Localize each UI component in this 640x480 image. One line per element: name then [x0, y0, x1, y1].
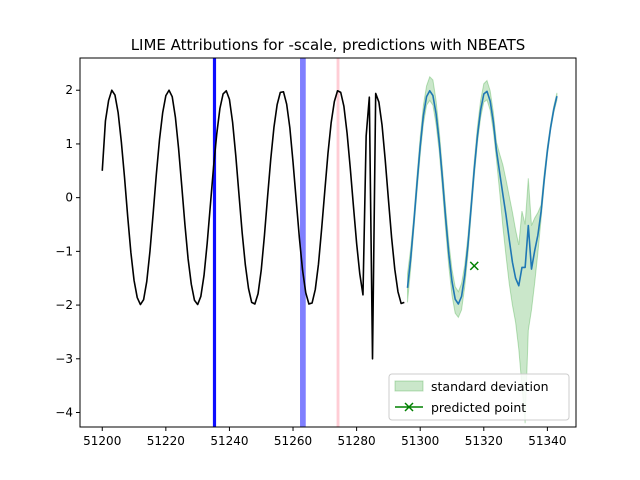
y-tick-label: −1: [55, 244, 73, 258]
predicted-point-group: [469, 261, 479, 271]
attribution-band-1: [300, 58, 306, 427]
x-axis: 51200 51220 51240 51260 51280 51300 51320 51340: [83, 427, 566, 448]
x-tick-label: 51220: [147, 434, 185, 448]
legend-box: [388, 373, 570, 421]
legend-std-swatch: [394, 380, 424, 392]
std-area-group: [406, 75, 558, 424]
x-tick-label: 51340: [528, 434, 566, 448]
attribution-bands: [212, 58, 340, 427]
history-line: [101, 89, 405, 360]
y-tick-label: 2: [65, 83, 73, 97]
std-deviation-area: [406, 75, 558, 424]
x-tick-label: 51300: [401, 434, 439, 448]
axes-frame: [79, 57, 577, 428]
x-tick-label: 51200: [83, 434, 121, 448]
x-tick-label: 51240: [210, 434, 248, 448]
y-tick-label: −3: [55, 352, 73, 366]
attribution-band-2: [336, 58, 340, 427]
y-tick-label: −2: [55, 298, 73, 312]
attribution-band-0: [212, 58, 217, 427]
x-tick-label: 51260: [274, 434, 312, 448]
x-tick-label: 51280: [338, 434, 376, 448]
chart-title: LIME Attributions for -scale, prediction…: [131, 36, 526, 54]
predicted-point-marker: [469, 261, 479, 271]
y-tick-label: −4: [55, 405, 73, 419]
x-tick-label: 51320: [465, 434, 503, 448]
legend-std-label: standard deviation: [431, 379, 549, 394]
y-axis: 2 1 0 −1 −2 −3 −4: [55, 83, 80, 419]
predicted-point-stroke-b: [469, 261, 479, 271]
series-lines: [101, 89, 558, 360]
legend-point-marker: [404, 402, 414, 412]
legend-point-label: predicted point: [431, 400, 526, 415]
y-tick-label: 1: [65, 137, 73, 151]
legend: standard deviation predicted point: [388, 373, 570, 421]
y-tick-label: 0: [65, 191, 73, 205]
prediction-line: [406, 89, 558, 305]
